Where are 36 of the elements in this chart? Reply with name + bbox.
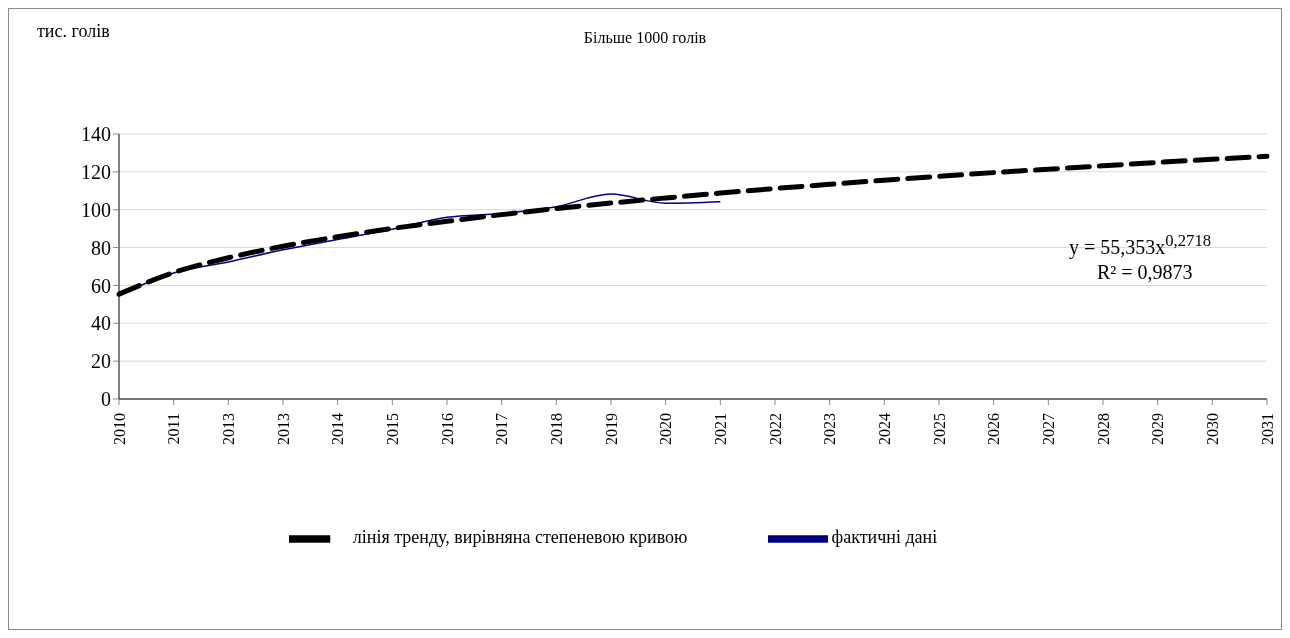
x-tick-label: 2029	[1149, 413, 1167, 445]
y-tick-label: 120	[81, 160, 111, 183]
y-axis-title: тис. голів	[37, 21, 110, 42]
y-tick-label: 20	[91, 350, 111, 373]
x-tick-label: 2031	[1258, 413, 1276, 445]
y-tick-label: 100	[81, 198, 111, 221]
x-tick-label: 2028	[1094, 413, 1112, 445]
y-tick-label: 0	[101, 388, 111, 411]
x-tick-label: 2017	[493, 413, 511, 445]
y-tick-label: 60	[91, 274, 111, 297]
x-tick-label: 2015	[383, 413, 401, 445]
x-tick-label: 2024	[875, 413, 893, 445]
x-tick-label: 2010	[110, 413, 128, 445]
x-tick-label: 2016	[438, 413, 456, 445]
legend-label: лінія тренду, вирівняна степеневою кривою	[352, 527, 688, 548]
y-tick-label: 80	[91, 236, 111, 259]
x-tick-label: 2025	[930, 413, 948, 445]
x-tick-label: 2013	[274, 413, 292, 445]
annotation: R² = 0,9873	[1097, 261, 1193, 284]
chart-title: Більше 1000 голів	[583, 29, 707, 46]
x-tick-label: 2030	[1203, 413, 1221, 445]
x-tick-label: 2014	[329, 413, 347, 445]
annotation: y = 55,353x$^{0,2718}$	[1069, 231, 1212, 259]
x-tick-label: 2026	[985, 413, 1003, 445]
x-tick-label: 2019	[602, 413, 620, 445]
x-tick-label: 2020	[657, 413, 675, 445]
x-tick-label: 2021	[711, 413, 729, 445]
x-tick-label: 2027	[1039, 413, 1057, 445]
y-tick-label: 140	[81, 123, 111, 146]
legend-label: фактичні дані	[831, 527, 938, 548]
x-tick-label: 2018	[547, 413, 565, 445]
x-tick-label: 2022	[766, 413, 784, 445]
x-tick-label: 2011	[165, 413, 183, 445]
y-tick-label: 40	[91, 312, 111, 335]
x-tick-label: 2013	[219, 413, 237, 445]
x-tick-label: 2023	[821, 413, 839, 445]
